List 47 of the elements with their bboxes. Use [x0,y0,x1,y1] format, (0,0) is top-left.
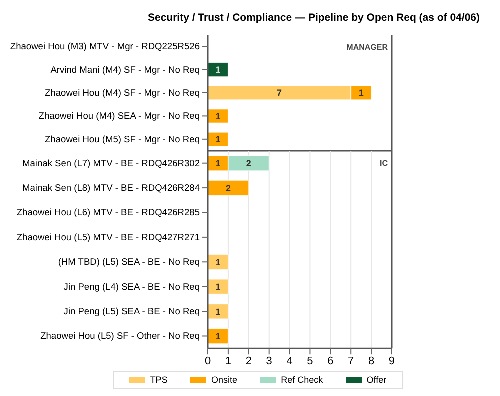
y-tick-label: Zhaowei Hou (M5) SF - Mgr - No Req [45,134,200,144]
x-tick-label: 7 [348,355,354,368]
y-tick-label: Zhaowei Hou (L6) MTV - BE - RDQ426R285 [16,208,200,218]
x-tick-label: 4 [286,355,293,368]
bar [208,304,229,320]
y-tick-label: Jin Peng (L5) SEA - BE - No Req [64,306,200,317]
x-tick-label: 8 [368,355,375,368]
x-tick-label: 6 [328,355,334,368]
y-tick-label: Zhaowei Hou (M4) SEA - Mgr - No Req [38,111,200,122]
legend-label: Offer [366,374,387,385]
x-tick-label: 5 [307,355,314,368]
y-tick-label: Zhaowei Hou (L5) MTV - BE - RDQ427R271 [16,232,200,242]
legend-label: Onsite [210,374,238,385]
bar [208,278,229,295]
data-label: 1 [216,257,221,268]
y-tick-label: Jin Peng (L4) SEA - BE - No Req [64,282,200,292]
y-tick-label: (HM TBD) (L5) SEA - BE - No Req [58,257,200,268]
data-label: 1 [216,65,221,76]
x-tick-label: 0 [204,355,212,368]
legend-label: TPS [149,374,168,385]
y-tick-label: Zhaowei Hou (L5) SF - Other - No Req [40,331,200,342]
bar [208,328,229,344]
y-tick-label: Mainak Sen (L7) MTV - BE - RDQ426R302 [22,158,200,168]
legend-label: Ref Check [280,374,324,385]
bar [208,180,250,196]
y-tick-label: Arvind Mani (M4) SF - Mgr - No Req [50,64,200,75]
data-label: 1 [358,88,364,98]
data-label: 1 [216,158,221,169]
x-tick-label: 3 [266,355,272,368]
x-tick-label: 9 [388,355,396,368]
data-label: 1 [216,134,221,145]
annotation: IC [380,159,388,168]
y-tick-label: Zhaowei Hou (M3) MTV - Mgr - RDQ225R526 [10,42,200,52]
annotation: MANAGER [346,43,388,52]
data-label: 2 [226,183,231,194]
data-label: 1 [216,332,221,342]
data-label: 1 [216,306,221,317]
y-tick-label: Mainak Sen (L8) MTV - BE - RDQ426R284 [22,183,200,194]
data-label: 1 [216,111,221,122]
chart-title: Security / Trust / Compliance — Pipeline by Open Req (as of 04/06) [146,12,481,24]
data-label: 7 [277,88,282,98]
bar [208,254,229,270]
x-tick-label: 2 [246,355,252,368]
data-label: 2 [246,158,252,169]
data-label: 1 [216,282,221,292]
y-tick-label: Zhaowei Hou (M4) SF - Mgr - No Req [45,88,200,98]
x-tick-label: 1 [225,355,232,368]
